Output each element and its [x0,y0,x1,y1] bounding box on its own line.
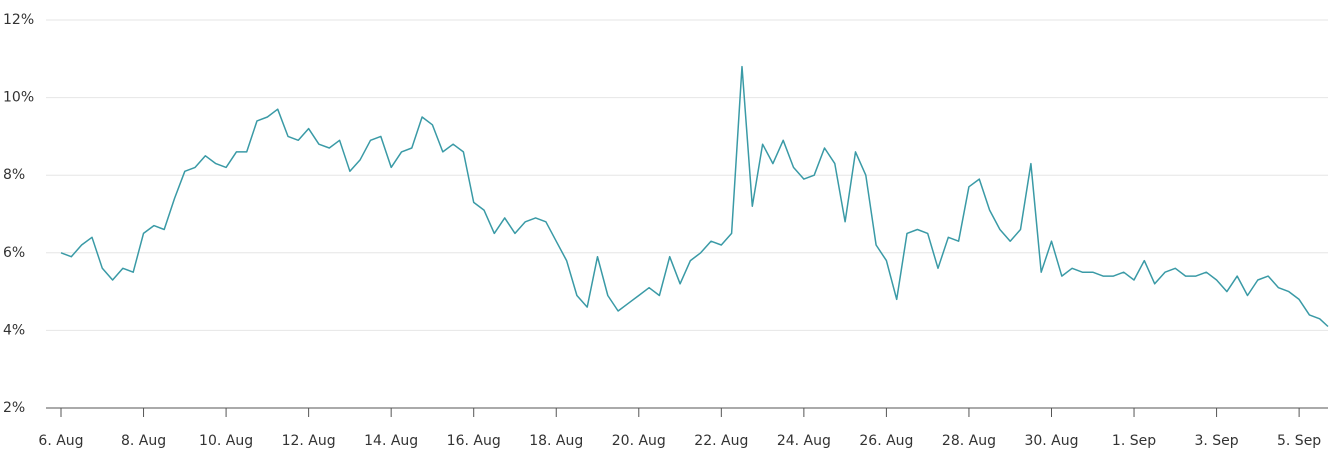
x-tick-label: 24. Aug [777,433,831,449]
y-tick-label: 8% [3,167,25,183]
x-tick-label: 12. Aug [282,433,336,449]
x-tick-label: 28. Aug [942,433,996,449]
x-tick-label: 20. Aug [612,433,666,449]
line [60,65,1329,328]
x-tick-label: 22. Aug [694,433,748,449]
y-tick-label: 2% [3,400,25,416]
x-tick-label: 3. Sep [1194,433,1238,449]
x-tick-label: 14. Aug [364,433,418,449]
y-tick-label: 12% [3,12,34,28]
x-tick-label: 16. Aug [447,433,501,449]
x-tick-label: 6. Aug [38,433,83,449]
x-tick-label: 30. Aug [1024,433,1078,449]
y-tick-label: 6% [3,245,25,261]
y-tick-label: 10% [3,90,34,106]
x-tick-label: 8. Aug [121,433,166,449]
y-tick-label: 4% [3,322,25,338]
x-tick-label: 1. Sep [1112,433,1156,449]
x-tick-label: 26. Aug [859,433,913,449]
x-tick-label: 10. Aug [199,433,253,449]
x-tick-label: 5. Sep [1277,433,1321,449]
x-tick-label: 18. Aug [529,433,583,449]
